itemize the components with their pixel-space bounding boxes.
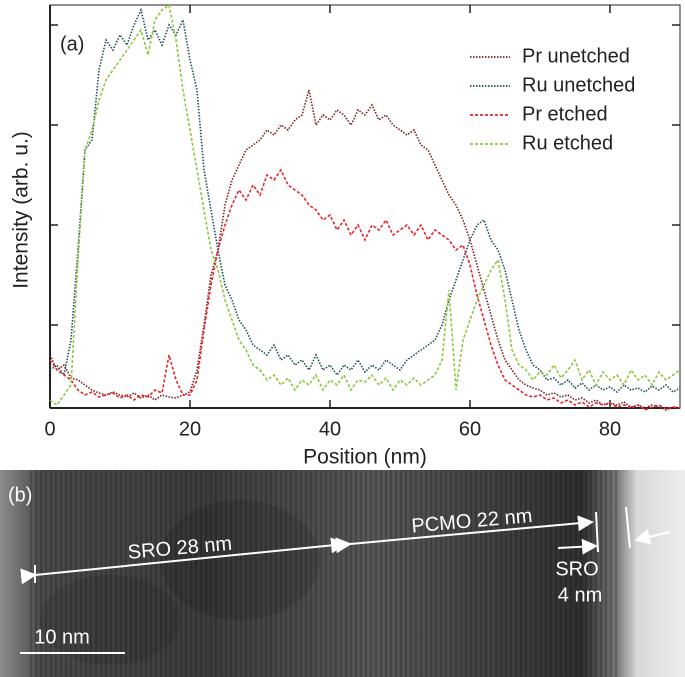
series-line xyxy=(49,3,681,407)
x-axis-label: Position (nm) xyxy=(303,446,427,469)
dimension-arrow xyxy=(20,537,347,585)
series-line xyxy=(49,7,681,394)
x-tick-label: 80 xyxy=(599,418,621,440)
y-axis-label: Intensity (arb. u.) xyxy=(10,131,33,289)
series-line xyxy=(49,168,681,411)
x-tick-label: 20 xyxy=(179,418,201,440)
panel-label: (a) xyxy=(60,33,84,55)
dimension-arrow xyxy=(335,515,594,554)
annotation: SRO xyxy=(555,558,598,580)
x-tick-label: 40 xyxy=(319,418,341,440)
legend-label: Pr etched xyxy=(522,103,608,125)
series-line xyxy=(49,89,681,411)
plot-area: 0 20 40 60 80 Pr unetched Ru unetched Pr etched… xyxy=(44,3,681,440)
tem-image: (b) SRO 28 nm PCMO 22 nm SRO 4 nm 10 nm xyxy=(0,470,685,677)
legend: Pr unetched Ru unetched Pr etched Ru etched xyxy=(470,45,635,154)
annotation: 4 nm xyxy=(558,584,602,606)
scale-bar-label: 10 nm xyxy=(34,626,90,648)
dimension-arrow xyxy=(557,538,598,555)
x-tick-label: 60 xyxy=(459,418,481,440)
dimension-arrow xyxy=(634,529,671,545)
contrast-blob xyxy=(40,575,180,665)
x-tick-label: 0 xyxy=(44,418,55,440)
dimension-tick xyxy=(625,506,631,549)
legend-label: Ru etched xyxy=(522,132,613,154)
legend-label: Pr unetched xyxy=(522,45,630,67)
legend-label: Ru unetched xyxy=(522,74,635,96)
panel-label: (b) xyxy=(8,484,32,506)
